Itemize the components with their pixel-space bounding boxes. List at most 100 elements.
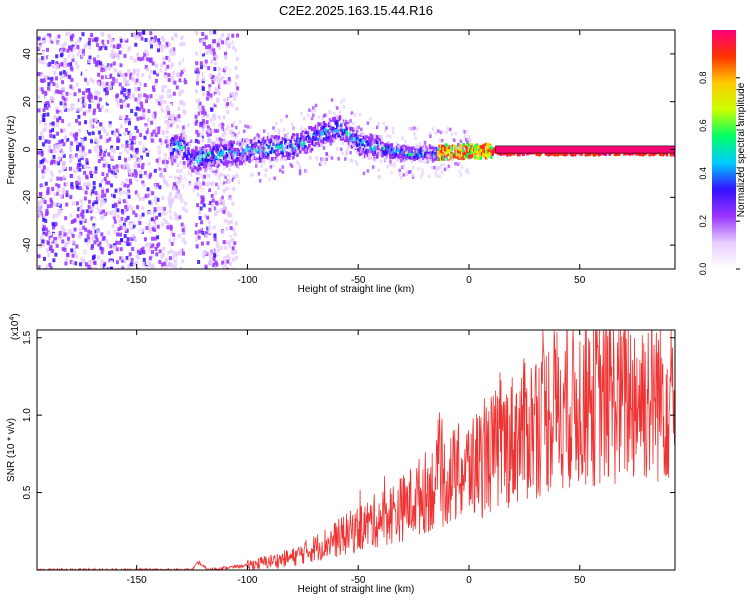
heatmap-ridge-cell — [184, 137, 188, 141]
heatmap-cell — [133, 163, 137, 168]
heatmap-cell — [109, 266, 113, 269]
heatmap-halo-cell — [415, 172, 419, 176]
heatmap-halo-cell — [359, 127, 363, 132]
heatmap-halo-cell — [344, 136, 347, 140]
heatmap-ridge-cell — [298, 150, 302, 154]
heatmap-halo-cell — [217, 160, 221, 164]
heatmap-cell — [51, 59, 55, 64]
heatmap-ridge-cell — [203, 164, 206, 168]
heatmap-ridge-cell — [318, 134, 322, 138]
heatmap-ridge-cell — [270, 140, 274, 144]
heatmap-cell — [217, 91, 221, 96]
heatmap-cell — [49, 244, 53, 249]
heatmap-cell — [118, 219, 122, 224]
heatmap-cell — [43, 56, 47, 61]
heatmap-ridge-cell — [346, 132, 350, 136]
heatmap-halo-cell — [349, 158, 352, 162]
heatmap-halo-cell — [406, 172, 410, 176]
heatmap-cell — [168, 238, 172, 243]
heatmap-cell — [226, 240, 230, 245]
heatmap-ridge-cell — [381, 141, 384, 146]
heatmap-cell — [222, 215, 226, 220]
heatmap-cell — [208, 73, 212, 78]
heatmap-cell — [125, 228, 129, 233]
heatmap-ridge-cell — [216, 144, 219, 148]
heatmap-cell — [155, 72, 159, 77]
heatmap-cell — [145, 261, 149, 266]
heatmap-ridge-cell — [377, 146, 380, 151]
heatmap-halo-cell — [421, 172, 424, 176]
heatmap-ridge-cell — [573, 152, 577, 157]
heatmap-cell — [64, 107, 68, 112]
heatmap-ridge-cell — [179, 145, 182, 150]
heatmap-cell — [97, 91, 101, 96]
heatmap-cell — [122, 38, 126, 43]
heatmap-ridge-cell — [345, 135, 348, 139]
heatmap-ridge-cell — [250, 156, 254, 160]
heatmap-cell — [55, 123, 59, 128]
heatmap-halo-cell — [232, 155, 235, 160]
heatmap-ridge-cell — [651, 152, 654, 156]
heatmap-ridge-cell — [377, 151, 380, 156]
heatmap-ridge-cell — [447, 153, 451, 158]
heatmap-ridge-cell — [274, 156, 278, 161]
heatmap-halo-cell — [324, 161, 327, 166]
heatmap-cell — [215, 206, 219, 211]
heatmap-ridge-cell — [470, 149, 473, 154]
heatmap-cell — [83, 93, 87, 98]
heatmap-cell — [118, 191, 122, 196]
heatmap-cell — [62, 105, 66, 110]
heatmap-cell — [141, 72, 145, 77]
heatmap-cell — [66, 236, 70, 241]
heatmap-ridge-cell — [318, 129, 322, 134]
heatmap-ridge-cell — [313, 143, 316, 147]
heatmap-halo-cell — [352, 121, 355, 126]
heatmap-halo-cell — [325, 152, 328, 156]
heatmap-cell — [87, 144, 91, 149]
heatmap-halo-cell — [184, 176, 188, 181]
heatmap-cell — [216, 208, 220, 213]
heatmap-cell — [117, 72, 121, 77]
heatmap-ridge-cell — [374, 134, 378, 138]
heatmap-cell — [84, 205, 88, 210]
heatmap-cell — [111, 49, 115, 54]
heatmap-halo-cell — [272, 176, 275, 181]
heatmap-cell — [63, 244, 67, 249]
heatmap-cell — [115, 247, 119, 252]
heatmap-cell — [148, 83, 152, 88]
heatmap-halo-cell — [217, 174, 221, 178]
heatmap-ridge-cell — [289, 151, 293, 156]
heatmap-cell — [80, 156, 84, 161]
heatmap-halo-cell — [258, 164, 262, 168]
heatmap-cell — [144, 248, 148, 253]
heatmap-halo-cell — [243, 157, 246, 161]
heatmap-cell — [185, 105, 189, 110]
heatmap-halo-cell — [407, 170, 411, 174]
heatmap-cell — [156, 115, 160, 120]
heatmap-cell — [153, 35, 157, 40]
heatmap-cell — [75, 180, 79, 185]
heatmap-halo-cell — [395, 141, 399, 145]
heatmap-ridge-cell — [391, 147, 395, 151]
heatmap-ridge-cell — [296, 137, 299, 142]
heatmap-cell — [76, 42, 80, 47]
heatmap-halo-cell — [397, 144, 400, 149]
heatmap-halo-cell — [463, 146, 467, 151]
heatmap-halo-cell — [288, 134, 291, 138]
heatmap-ridge-cell — [484, 150, 488, 154]
heatmap-cell — [38, 212, 42, 217]
heatmap-cell — [48, 262, 52, 267]
heatmap-cell — [139, 170, 143, 175]
heatmap-cell — [146, 52, 150, 57]
heatmap-cell — [134, 227, 138, 232]
heatmap-cell — [128, 256, 132, 261]
heatmap-ridge-cell — [318, 143, 322, 147]
heatmap-cell — [71, 233, 75, 238]
heatmap-ridge-cell — [201, 155, 205, 159]
heatmap-cell — [168, 256, 172, 261]
heatmap-cell — [97, 196, 101, 201]
heatmap-ridge-cell — [274, 135, 278, 139]
heatmap-cell — [84, 227, 88, 232]
heatmap-halo-cell — [260, 148, 263, 152]
heatmap-halo-cell — [362, 123, 366, 128]
